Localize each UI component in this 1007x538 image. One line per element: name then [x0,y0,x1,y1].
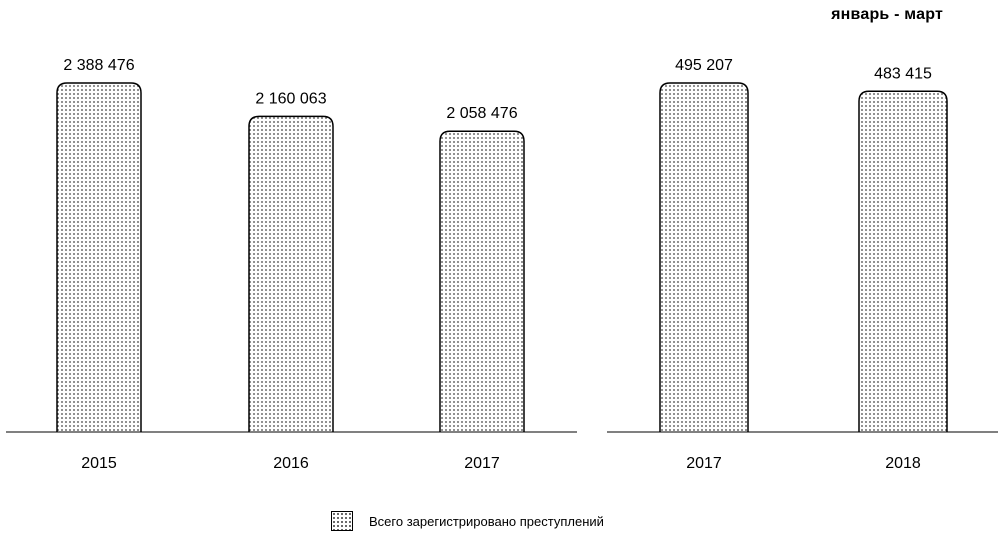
legend: Всего зарегистрировано преступлений [331,510,604,532]
annual-crime-chart: 2 388 476 2015 2 160 063 2016 2 058 476 2017 [6,57,577,472]
legend-swatch [331,511,353,531]
quarterly-data-label-2018: 483 415 [874,65,932,82]
annual-tick-label-2016: 2016 [273,455,309,472]
quarterly-data-label-2017: 495 207 [675,57,733,74]
annual-bar-2016 [248,115,334,432]
annual-tick-label-2015: 2015 [81,455,117,472]
annual-data-label-2015: 2 388 476 [63,57,134,74]
annual-data-label-2017: 2 058 476 [446,105,517,122]
quarterly-crime-chart: 495 207 2017 483 415 2018 [607,57,998,472]
annual-bar-2017 [439,130,525,432]
annual-tick-label-2017: 2017 [464,455,500,472]
quarterly-tick-label-2017: 2017 [686,455,722,472]
chart-subtitle: январь - март [831,6,943,23]
annual-bar-2015 [56,82,142,432]
quarterly-bar-2018 [858,90,948,432]
quarterly-bar-2017 [659,82,749,432]
quarterly-tick-label-2018: 2018 [885,455,921,472]
annual-data-label-2016: 2 160 063 [255,90,326,107]
legend-label: Всего зарегистрировано преступлений [369,513,604,529]
